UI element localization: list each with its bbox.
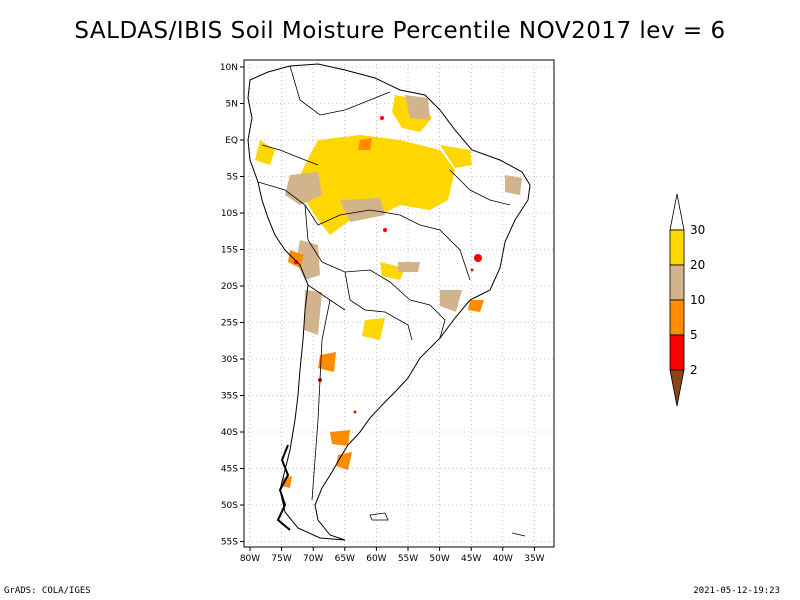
lon-label: 50W	[429, 554, 449, 564]
lat-label: 20S	[221, 282, 238, 292]
lat-label: EQ	[225, 136, 238, 146]
colorbar-level-label: 30	[690, 223, 705, 237]
colorbar-level-label: 5	[690, 328, 698, 342]
lat-label: 5N	[226, 100, 238, 110]
map-frame	[243, 59, 555, 548]
lon-label: 70W	[303, 554, 323, 564]
lat-label: 10S	[221, 209, 238, 219]
lat-label: 55S	[221, 538, 238, 548]
lat-label: 15S	[221, 246, 238, 256]
lon-label: 65W	[335, 554, 355, 564]
lat-label: 40S	[221, 428, 238, 438]
lat-label: 50S	[221, 501, 238, 511]
lat-label: 25S	[221, 319, 238, 329]
country-borders	[257, 65, 511, 501]
lon-label: 60W	[366, 554, 386, 564]
lat-label: 45S	[221, 465, 238, 475]
lat-label: 30S	[221, 355, 238, 365]
lat-label: 5S	[227, 173, 239, 183]
footer-timestamp: 2021-05-12-19:23	[693, 586, 780, 596]
lon-label: 35W	[524, 554, 544, 564]
longitude-labels: 80W 75W 70W 65W 60W 55W 50W 45W 40W 35W	[240, 547, 545, 564]
soil-moisture-shading	[255, 95, 522, 488]
falkland-islands	[369, 512, 389, 521]
lon-label: 40W	[493, 554, 513, 564]
latitude-labels: 10N 5N EQ 5S 10S 15S 20S 25S 30S 35S 40S 45S 50S 55S	[220, 63, 244, 548]
island-marker	[511, 532, 526, 537]
chile-archipelago	[276, 444, 291, 531]
lon-label: 55W	[398, 554, 418, 564]
colorbar-legend: 2 5 10 20 30	[669, 193, 705, 407]
colorbar-level-label: 10	[690, 293, 705, 307]
map-title: SALDAS/IBIS Soil Moisture Percentile NOV…	[74, 18, 726, 44]
colorbar-level-label: 2	[690, 363, 698, 377]
lon-label: 80W	[240, 554, 260, 564]
lat-label: 35S	[221, 392, 238, 402]
footer-credit: GrADS: COLA/IGES	[4, 586, 91, 596]
colorbar-level-label: 20	[690, 258, 705, 272]
south-america-coastline	[247, 63, 531, 541]
lon-label: 45W	[461, 554, 481, 564]
lat-label: 10N	[220, 63, 238, 73]
lon-label: 75W	[271, 554, 291, 564]
